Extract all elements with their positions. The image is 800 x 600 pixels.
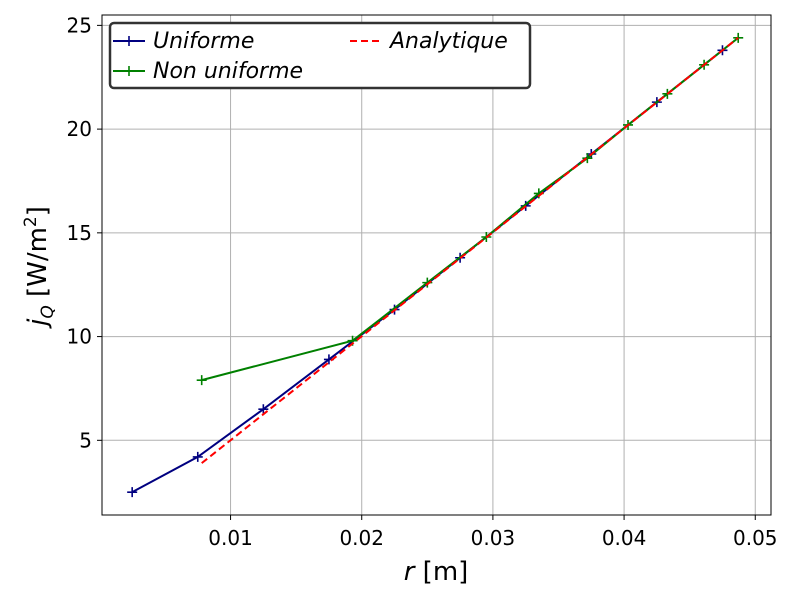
- x-tick-label: 0.02: [339, 526, 384, 550]
- y-axis-label: jQ [W/m2]: [21, 206, 58, 329]
- series-line: [201, 37, 739, 464]
- grid: [102, 15, 771, 515]
- y-axis-subscript: Q: [38, 305, 58, 318]
- x-tick-label: 0.03: [471, 526, 516, 550]
- legend-marker: [124, 36, 134, 46]
- y-tick-label: 25: [67, 13, 92, 37]
- data-point: [258, 404, 269, 415]
- legend: Uniforme Non uniforme Analytique: [108, 21, 532, 90]
- tick-labels: 0.01 0.02 0.03 0.04 0.05 5 10 15 20 25: [67, 13, 778, 550]
- legend-box: [108, 21, 532, 90]
- x-tick-label: 0.05: [733, 526, 778, 550]
- x-tick-label: 0.04: [602, 526, 647, 550]
- data-point: [192, 451, 203, 462]
- legend-label: Uniforme: [153, 29, 254, 54]
- y-axis-var: j: [23, 318, 53, 329]
- series-layer: [127, 32, 744, 498]
- y-axis-unit-post: ]: [23, 206, 53, 216]
- x-axis-label: r [m]: [404, 557, 469, 587]
- legend-label: Analytique: [388, 29, 508, 54]
- data-point: [127, 487, 138, 498]
- x-axis-unit: [m]: [414, 557, 468, 587]
- x-tick-label: 0.01: [208, 526, 253, 550]
- y-tick-label: 15: [67, 221, 92, 245]
- y-tick-label: 10: [67, 325, 92, 349]
- y-axis-unit-superscript: 2: [21, 216, 41, 227]
- legend-marker: [124, 66, 134, 76]
- plot-frame: [101, 14, 772, 516]
- y-tick-label: 20: [67, 117, 92, 141]
- legend-label: Non uniforme: [153, 59, 303, 84]
- y-axis-unit-pre: [W/m: [23, 227, 53, 305]
- data-point: [733, 32, 744, 43]
- data-point: [196, 375, 207, 386]
- data-point: [582, 153, 593, 164]
- series-analytique: [201, 37, 739, 464]
- ticks: [97, 24, 756, 520]
- x-axis-var: r: [404, 557, 417, 587]
- y-tick-label: 5: [79, 428, 92, 452]
